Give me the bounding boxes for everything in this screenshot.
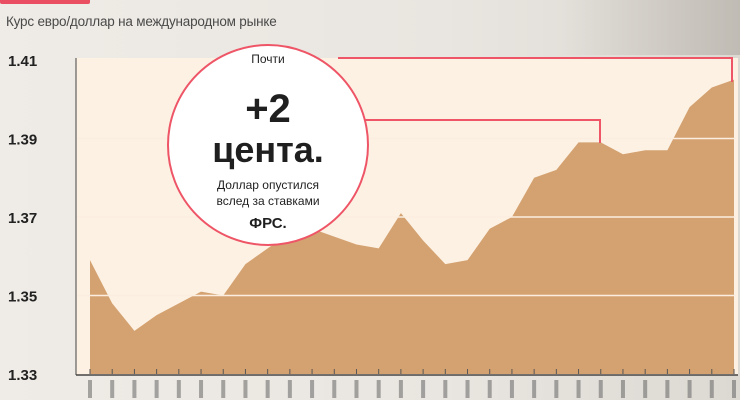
area-series: [90, 79, 734, 374]
x-tick-label-illegible: [732, 380, 736, 398]
callout-line-1: Доллар опустился: [217, 178, 319, 192]
callout-bracket-mid: [345, 119, 601, 143]
x-tick-label-illegible: [709, 380, 714, 398]
x-tick-label-illegible: [132, 380, 137, 398]
x-tick-label-illegible: [287, 380, 292, 398]
callout-line-2: вслед за ставками: [216, 194, 319, 208]
callout-bracket-top: [338, 57, 733, 82]
x-tick-label-illegible: [643, 380, 648, 398]
callout-top: Почти: [251, 52, 285, 66]
x-tick-label-illegible: [332, 380, 337, 398]
y-tick-label: 1.41: [8, 53, 37, 70]
x-tick-label-illegible: [243, 380, 248, 398]
x-tick-label-illegible: [465, 380, 470, 398]
x-tick-label-illegible: [576, 380, 581, 398]
headline-fragment: [0, 0, 90, 4]
chart-subtitle: Курс евро/доллар на международном рынке: [6, 14, 277, 29]
x-tick-label-illegible: [687, 380, 692, 398]
x-tick-label-illegible: [199, 380, 204, 398]
x-tick-label-illegible: [176, 380, 181, 398]
x-tick-label-illegible: [532, 380, 537, 398]
y-tick-label: 1.37: [8, 210, 37, 227]
x-tick-label-illegible: [265, 380, 270, 398]
x-tick-label-illegible: [88, 380, 92, 398]
y-tick-label: 1.39: [8, 132, 37, 149]
x-tick-label-illegible: [221, 380, 226, 398]
x-tick-label-illegible: [354, 380, 359, 398]
x-tick-label-illegible: [310, 380, 315, 398]
x-tick-label-illegible: [398, 380, 403, 398]
background-image: [560, 0, 740, 55]
y-tick-label: 1.33: [8, 367, 37, 384]
x-tick-label-illegible: [487, 380, 492, 398]
x-tick-label-illegible: [376, 380, 381, 398]
x-tick-label-illegible: [443, 380, 448, 398]
x-tick-label-illegible: [154, 380, 159, 398]
x-tick-label-illegible: [110, 380, 115, 398]
x-tick-label-illegible: [665, 380, 670, 398]
callout-bubble: Почти +2 цента. Доллар опустился вслед з…: [167, 44, 369, 246]
callout-big-number: +2: [245, 87, 291, 131]
x-tick-label-illegible: [554, 380, 559, 398]
x-tick-label-illegible: [620, 380, 625, 398]
x-tick-label-illegible: [421, 380, 426, 398]
x-tick-label-illegible: [509, 380, 514, 398]
y-tick-label: 1.35: [8, 289, 37, 306]
callout-big-unit: цента.: [212, 129, 324, 170]
x-tick-label-illegible: [598, 380, 603, 398]
callout-line-3: ФРС.: [249, 215, 286, 232]
